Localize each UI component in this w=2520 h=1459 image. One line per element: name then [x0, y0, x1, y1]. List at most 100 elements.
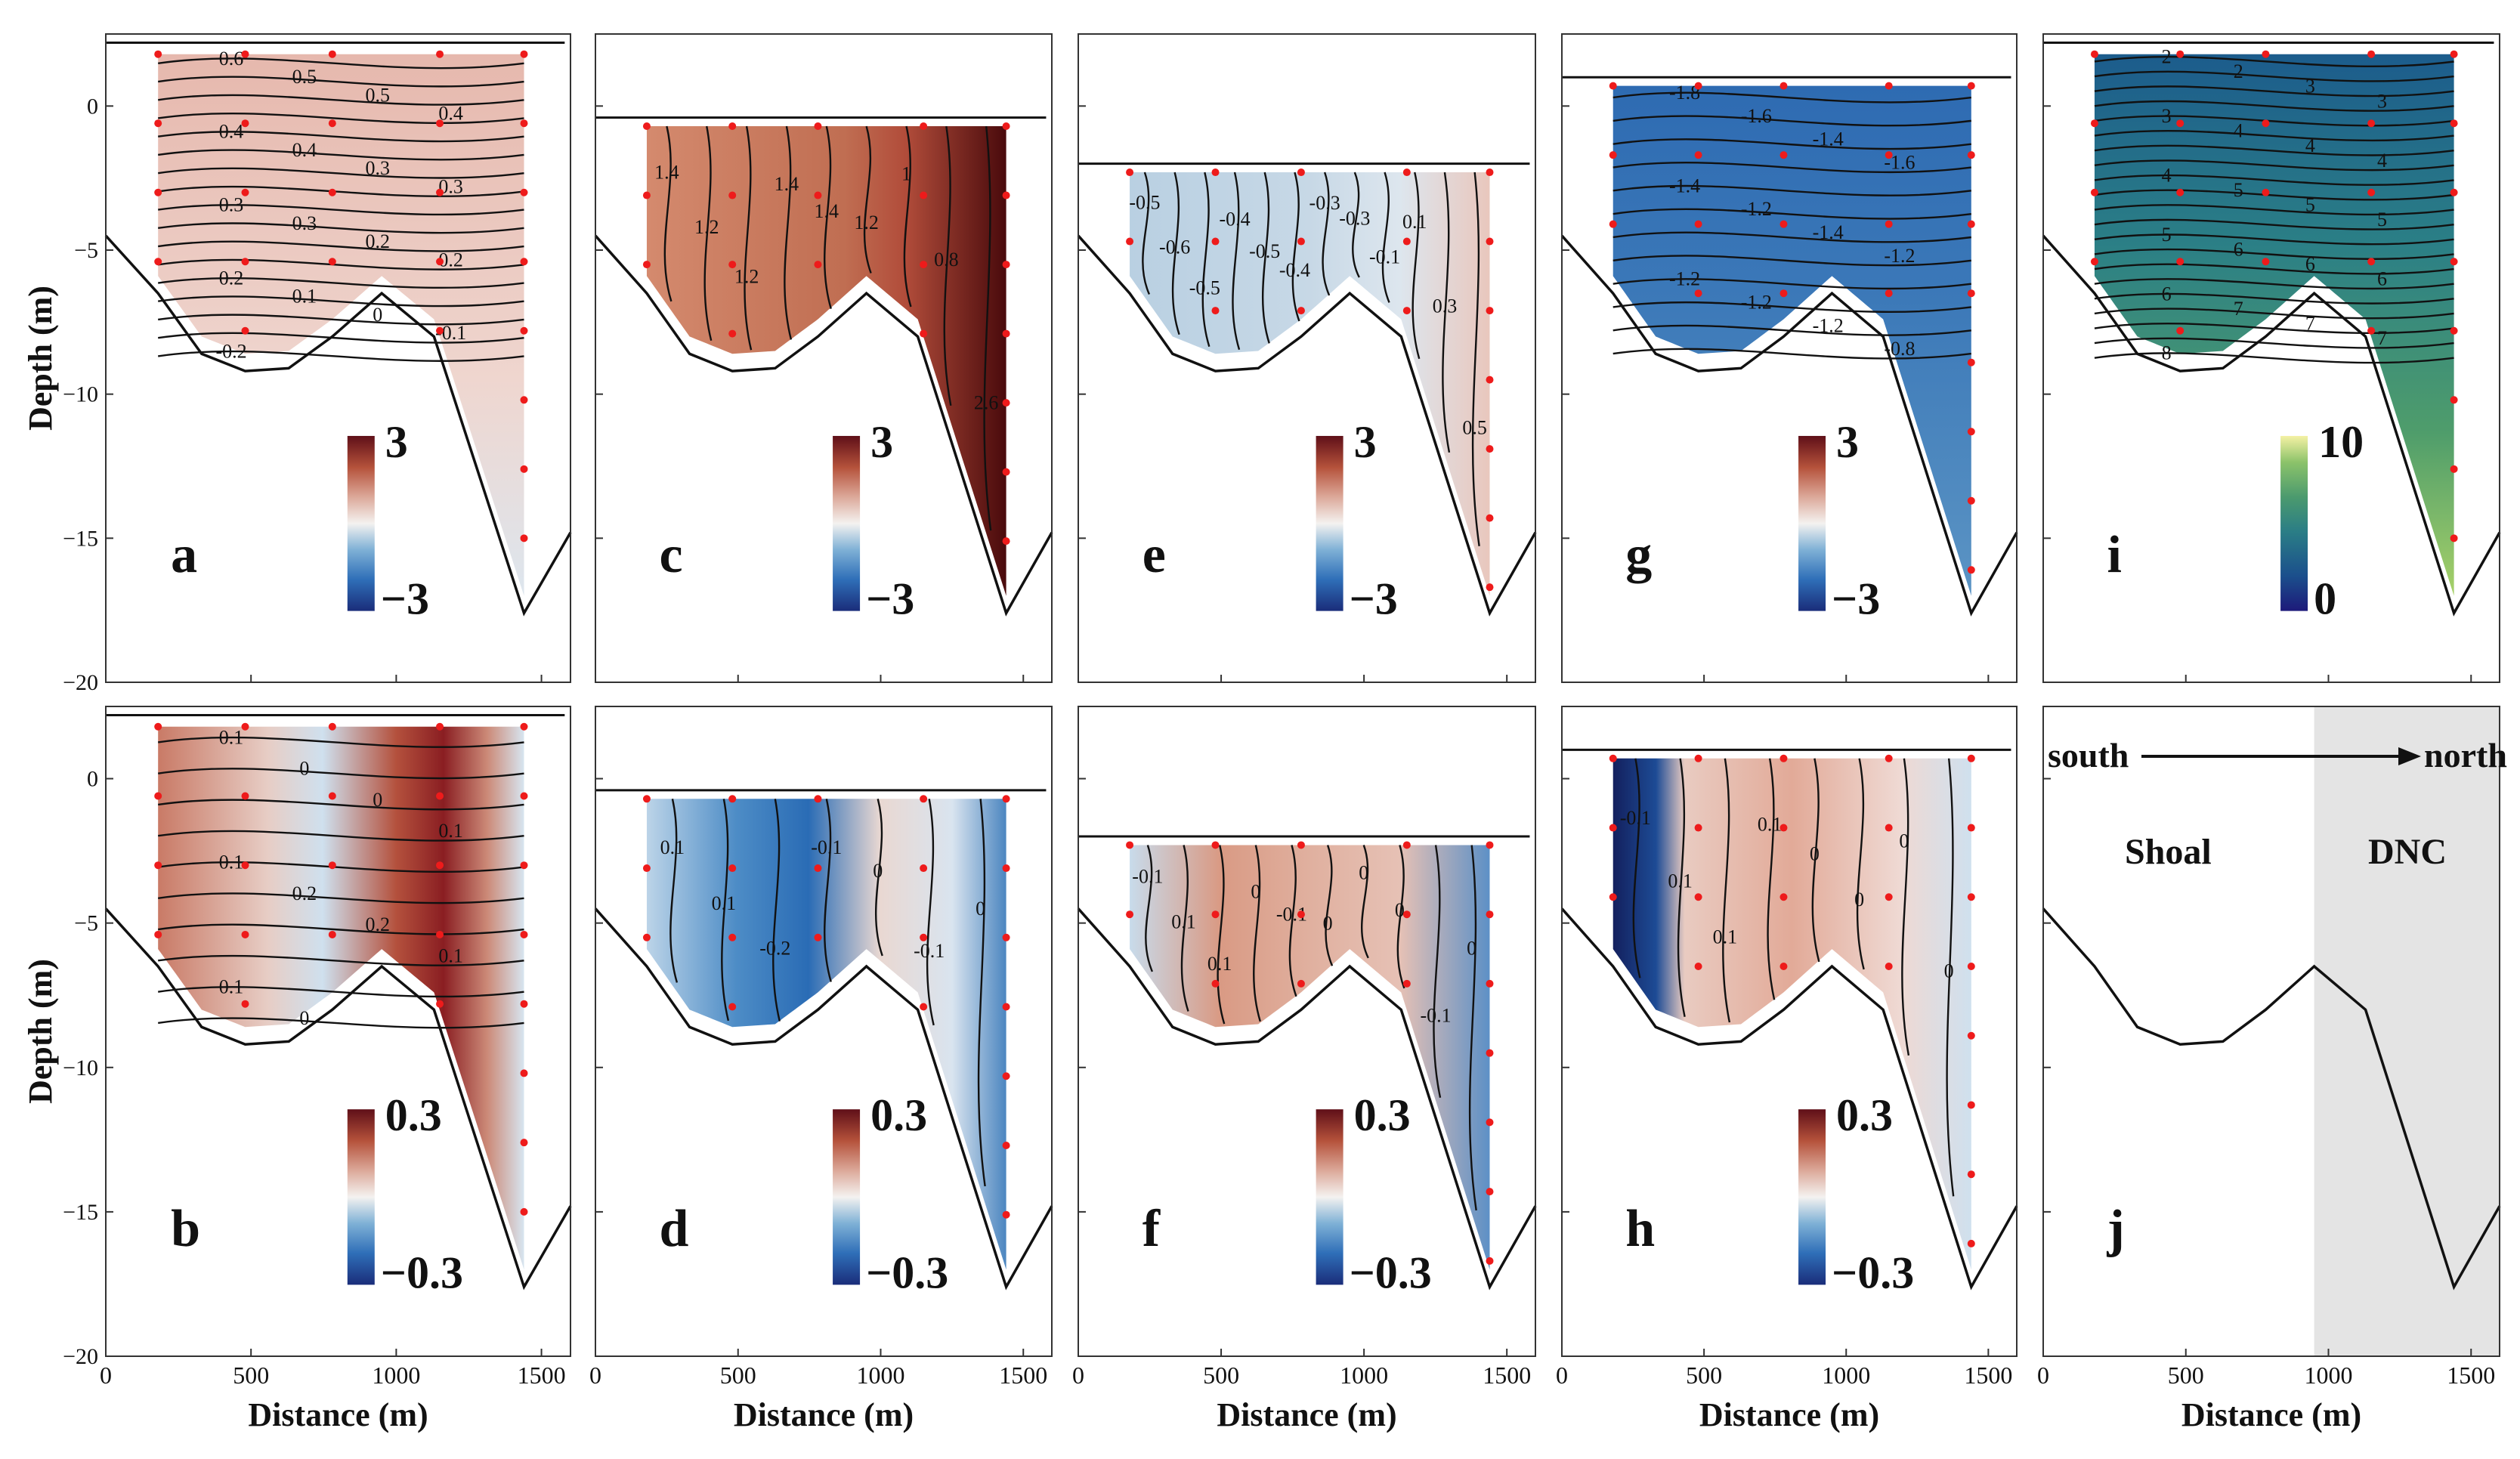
- contour-line: [1145, 845, 1153, 972]
- contour-label: 0: [1854, 889, 1864, 910]
- station-dot: [1779, 754, 1788, 762]
- axes-frame: [1078, 706, 1536, 1357]
- contour-line: [158, 799, 524, 811]
- station-dot: [436, 722, 444, 731]
- station-dot: [520, 1000, 528, 1008]
- panel-label: e: [1143, 526, 1166, 584]
- x-tick-label: 1000: [1822, 1362, 1870, 1389]
- station-dot: [436, 861, 444, 870]
- station-dot: [1967, 1239, 1975, 1247]
- station-dot: [2262, 258, 2270, 266]
- contour-label: 1.4: [815, 200, 839, 222]
- contour-label: -1.2: [1741, 198, 1772, 220]
- station-dot: [1486, 979, 1494, 988]
- colorbar: [347, 1109, 375, 1285]
- contour-line: [1412, 172, 1421, 360]
- contour-line: [772, 799, 781, 1022]
- colorbar: [1316, 435, 1343, 611]
- station-dot: [1967, 151, 1975, 159]
- contour-line: [158, 204, 524, 216]
- contour-line: [943, 125, 952, 406]
- station-dot: [920, 329, 928, 338]
- colorbar-max-label: 3: [385, 417, 408, 467]
- contour-line: [784, 125, 793, 340]
- north-label: north: [2424, 736, 2507, 774]
- axes-frame: [1078, 33, 1536, 683]
- contour-label: -1.4: [1669, 175, 1700, 196]
- contour-label: 3: [2305, 76, 2315, 97]
- station-dot: [436, 50, 444, 58]
- colorbar: [1798, 435, 1826, 611]
- station-dot: [1486, 307, 1494, 315]
- contour-label: 4: [2377, 150, 2387, 172]
- contour-line: [703, 125, 713, 342]
- axes-frame: [595, 706, 1053, 1357]
- contour-label: 4: [2162, 164, 2172, 186]
- station-dot: [1002, 795, 1010, 803]
- contour-label: 0: [1944, 960, 1954, 982]
- colorbar-min-label: −0.3: [381, 1247, 463, 1297]
- contour-line: [2094, 352, 2454, 364]
- contour-label: 0.2: [219, 267, 244, 289]
- station-dot: [520, 722, 528, 731]
- station-dot: [1297, 841, 1305, 849]
- station-dot: [1486, 237, 1494, 246]
- contour-line: [1361, 845, 1369, 959]
- contour-line: [1612, 255, 1971, 267]
- contour-line: [158, 830, 524, 842]
- station-dot: [520, 396, 528, 404]
- station-dot: [241, 188, 249, 196]
- station-dot: [2176, 258, 2185, 266]
- contour-line: [2094, 174, 2454, 186]
- station-dot: [728, 933, 737, 941]
- colorbar-min-label: −3: [866, 574, 914, 624]
- station-dot: [728, 329, 737, 338]
- contour-label: 0.1: [438, 944, 463, 966]
- shoal-label: Shoal: [2125, 832, 2212, 872]
- section-field: [158, 54, 524, 596]
- station-dot: [1609, 893, 1617, 901]
- station-dot: [1967, 358, 1975, 366]
- x-axis-label: Distance (m): [1699, 1396, 1879, 1433]
- y-axis-label: Depth (m): [22, 959, 59, 1104]
- contour-line: [158, 986, 524, 998]
- station-dot: [1126, 168, 1134, 177]
- x-axis-label: Distance (m): [2181, 1396, 2361, 1433]
- contour-label: -0.1: [811, 836, 842, 858]
- contour-line: [1612, 162, 1971, 174]
- contour-label: 0.1: [1171, 910, 1196, 932]
- station-dot: [1967, 1170, 1975, 1179]
- panel-a: 0.60.50.50.40.40.40.30.30.30.30.20.20.20…: [22, 33, 572, 695]
- station-dot: [814, 122, 822, 131]
- contour-line: [1811, 758, 1820, 963]
- contour-line: [1901, 758, 1910, 1056]
- y-tick-label: −5: [74, 911, 98, 936]
- station-dot: [728, 261, 737, 269]
- panel-e: -0.5-0.6-0.5-0.4-0.5-0.4-0.3-0.3-0.10.10…: [1077, 33, 1537, 683]
- contour-line: [2094, 55, 2454, 68]
- station-dot: [1486, 514, 1494, 522]
- station-dot: [1779, 289, 1788, 298]
- station-dot: [1967, 963, 1975, 970]
- contour-line: [158, 295, 524, 308]
- station-dot: [520, 50, 528, 58]
- contour-line: [158, 314, 524, 326]
- contour-line: [1856, 758, 1865, 970]
- y-tick-label: −10: [63, 1056, 98, 1080]
- colorbar-min-label: −3: [381, 574, 429, 624]
- panel-c: 1.4 1.2 1.2 1.4 1.4 1.2 1 0.8 2.6 3 −3 c: [594, 33, 1053, 683]
- x-tick-label: 1500: [1964, 1362, 2012, 1389]
- station-dot: [1002, 1072, 1010, 1080]
- contour-label: 0.1: [219, 852, 244, 873]
- contour-label: 2: [2234, 60, 2243, 82]
- station-dot: [1211, 979, 1220, 988]
- contour-label: 0.1: [1758, 814, 1783, 836]
- colorbar: [1316, 1109, 1343, 1285]
- panel-d: 0.1 0.1 -0.2 -0.1 0 -0.1 0 0.3 −0.3 d 0 500 1000 1500…: [589, 706, 1053, 1433]
- contour-label: 0: [976, 898, 985, 920]
- station-dot: [920, 1003, 928, 1011]
- contour-label: 0.1: [219, 976, 244, 998]
- contour-line: [1612, 231, 1971, 243]
- station-dot: [1885, 82, 1893, 90]
- contour-line: [2094, 70, 2454, 82]
